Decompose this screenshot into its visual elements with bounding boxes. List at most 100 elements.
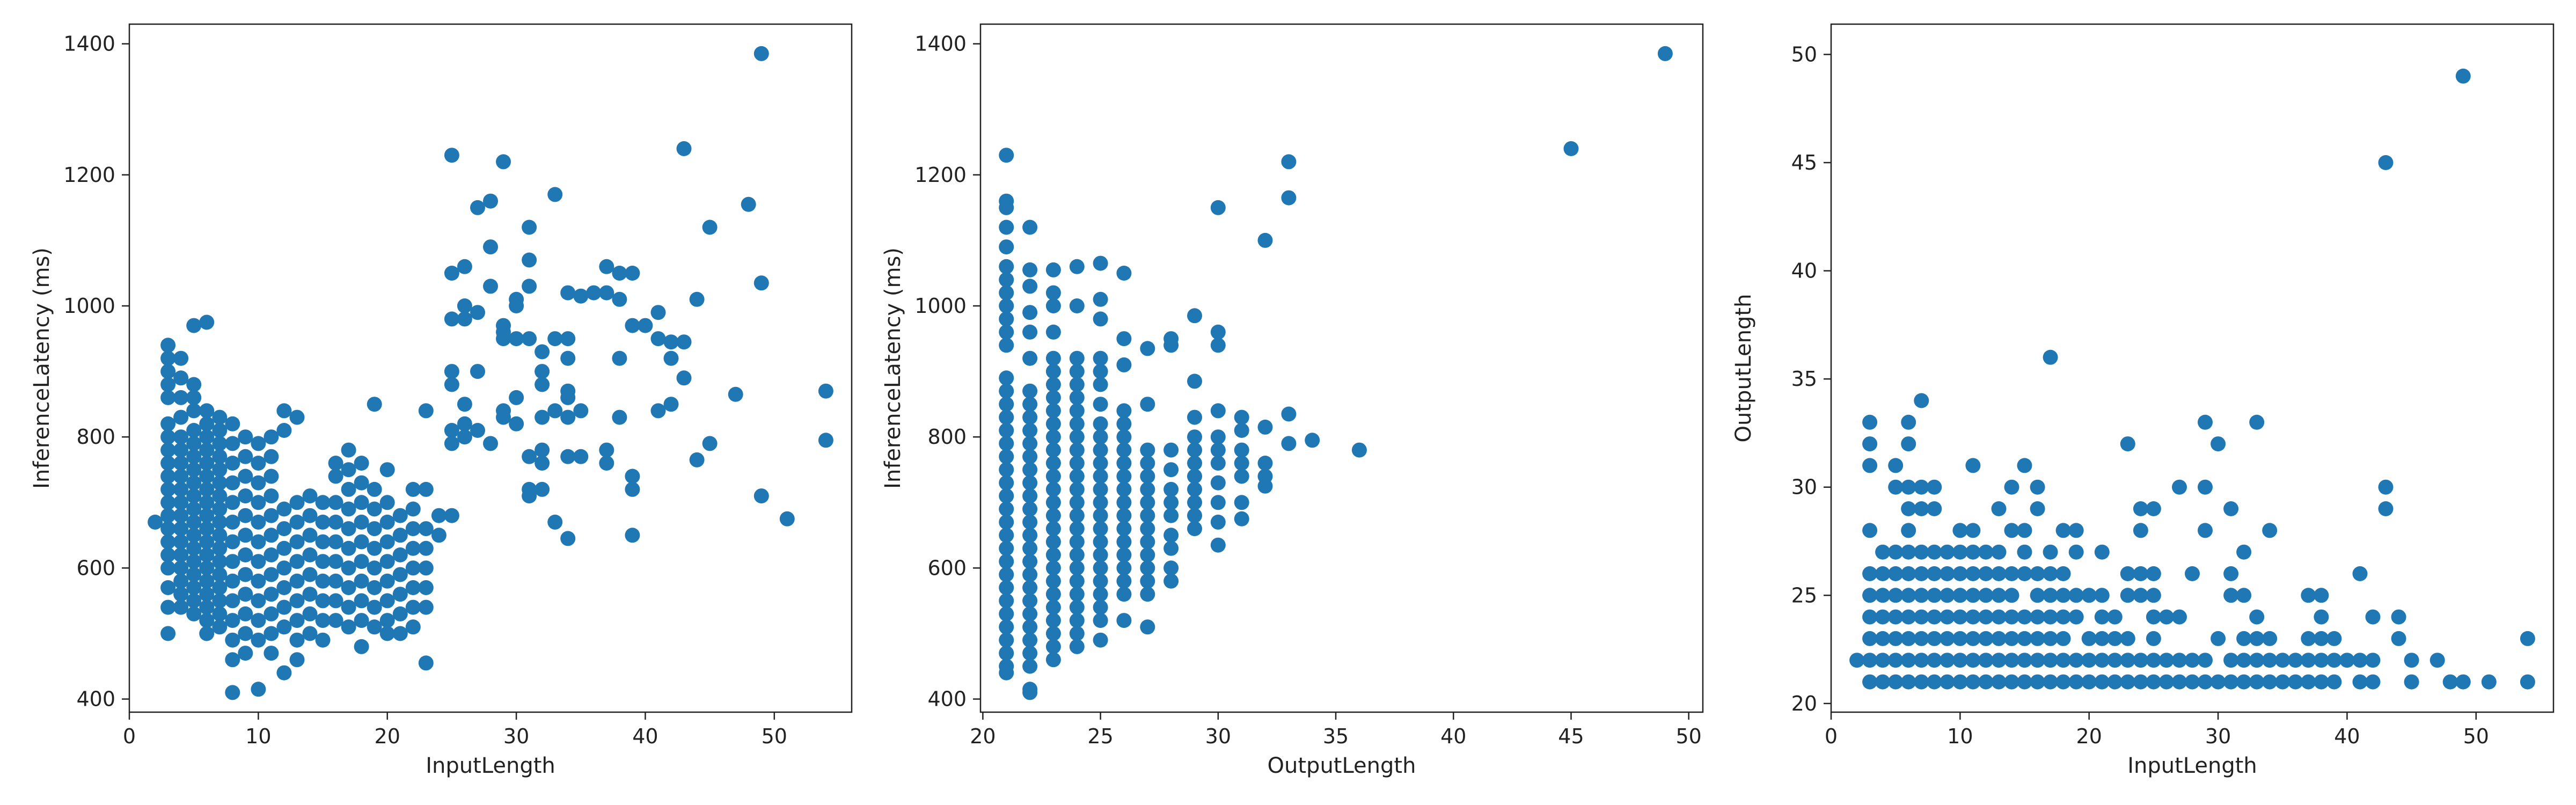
data-point [199,314,215,330]
data-point [354,613,369,628]
data-point [1116,560,1132,576]
data-point [392,528,408,543]
data-point [2068,523,2084,538]
data-point [1991,544,2007,560]
data-point [341,521,356,537]
data-point [1862,566,1878,581]
data-point [251,436,266,451]
data-point [483,436,498,451]
data-point [547,403,563,419]
data-point [405,481,421,497]
data-point [341,462,356,478]
x-tick-label: 10 [245,724,271,748]
data-point [689,452,705,467]
data-point [599,259,614,274]
data-point [341,580,356,595]
data-point [1022,324,1038,340]
data-point [212,514,228,530]
data-point [238,626,253,641]
data-point [2378,479,2394,495]
data-point [1927,653,1942,668]
x-tick-label: 50 [762,724,787,748]
data-point [186,436,202,451]
data-point [341,560,356,576]
data-point [2158,674,2174,690]
data-point [638,318,653,333]
data-point [1978,544,1994,560]
data-point [212,409,228,425]
data-point [186,423,202,438]
data-point [1927,588,1942,603]
data-point [238,508,253,523]
data-point [2081,653,2097,668]
y-tick-label: 1200 [914,163,967,187]
data-point [1116,495,1132,510]
data-point [2365,653,2381,668]
data-point [2455,68,2471,84]
data-point [186,377,202,392]
data-point [1257,478,1273,494]
data-point [1210,514,1226,530]
data-point [173,547,189,562]
data-point [999,397,1014,412]
data-point [1045,613,1061,628]
data-point [225,593,240,609]
data-point [999,540,1014,556]
data-point [547,187,563,202]
data-point [1351,442,1367,458]
data-point [1022,305,1038,320]
data-point [418,655,434,671]
data-point [1888,566,1904,581]
data-point [354,573,369,589]
data-point [2094,588,2110,603]
data-point [392,547,408,562]
data-point [212,501,228,517]
data-point [2030,566,2045,581]
data-point [186,475,202,491]
data-point [160,599,176,615]
data-point [2301,631,2316,646]
data-point [418,560,434,576]
data-point [212,528,228,543]
data-point [173,429,189,445]
axes-frame [128,23,853,713]
data-point [2185,674,2200,690]
data-point [1022,219,1038,235]
data-point [663,334,679,350]
data-point [2094,544,2110,560]
data-point [999,298,1014,313]
data-point [2004,653,2019,668]
data-point [1888,631,1904,646]
data-point [1914,631,1929,646]
data-point [779,511,795,526]
data-point [173,599,189,615]
scatter-series [148,46,833,700]
data-point [1093,311,1108,327]
data-point [1163,508,1179,523]
y-tick-label: 20 [1791,692,1817,715]
data-point [160,456,176,471]
data-point [1281,436,1297,451]
subplot-3: 0 10 20 30 40 50 20 25 30 35 40 45 50 InputLength Outp… [1731,23,2555,778]
data-point [2236,653,2252,668]
data-point [999,528,1014,543]
data-point [2043,544,2058,560]
data-point [599,285,614,301]
data-point [560,449,576,464]
data-point [625,481,640,497]
data-point [315,613,331,628]
x-tick-label: 0 [1825,724,1838,748]
data-point [1862,609,1878,625]
data-point [2198,523,2213,538]
data-point [1045,390,1061,405]
data-point [999,580,1014,595]
data-point [276,403,292,419]
data-point [1187,521,1202,537]
data-point [289,409,305,425]
data-point [1234,495,1249,510]
data-point [612,291,627,307]
scatter-series [999,46,1673,700]
data-point [1991,631,2007,646]
data-point [999,567,1014,582]
data-point [2133,653,2148,668]
